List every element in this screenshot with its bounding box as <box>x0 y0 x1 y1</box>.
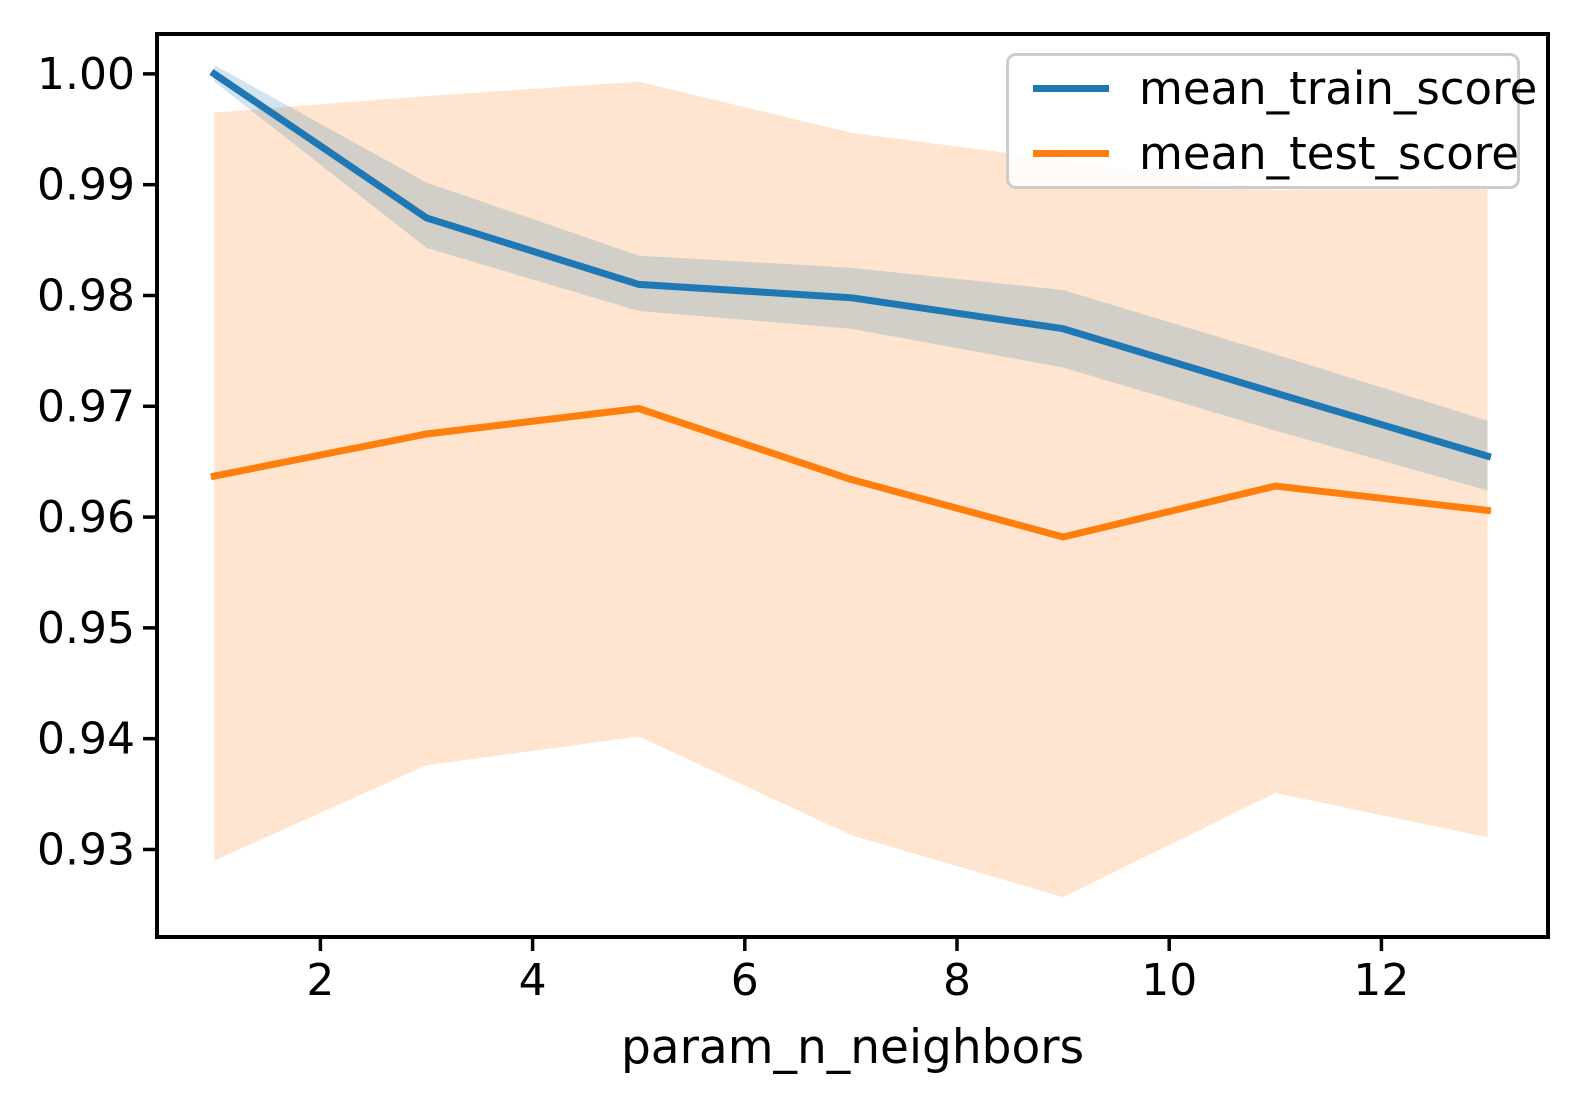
test-score-line <box>210 404 1492 541</box>
train-score-line <box>209 69 1492 461</box>
plot-area <box>209 65 1492 898</box>
train-line-swatch <box>1033 85 1109 92</box>
x-tick-label: 2 <box>306 955 334 1006</box>
legend-entry-test: mean_test_score <box>1033 127 1519 180</box>
train-std-band <box>214 65 1488 491</box>
legend-entry-train: mean_train_score <box>1033 62 1537 115</box>
y-tick-label: 1.00 <box>37 49 135 100</box>
x-tick-label: 8 <box>943 955 971 1006</box>
y-tick-label: 0.97 <box>37 381 135 432</box>
y-tick-label: 0.96 <box>37 492 135 543</box>
legend-label-train: mean_train_score <box>1139 62 1538 115</box>
x-tick-label: 4 <box>519 955 547 1006</box>
test-line-swatch <box>1033 150 1109 157</box>
y-tick-label: 0.98 <box>37 270 135 321</box>
x-tick-label: 10 <box>1141 955 1197 1006</box>
legend-label-test: mean_test_score <box>1139 127 1519 180</box>
y-tick-label: 0.93 <box>37 824 135 875</box>
y-tick-label: 0.95 <box>37 603 135 654</box>
x-tick-label: 6 <box>731 955 759 1006</box>
y-tick-label: 0.99 <box>37 160 135 211</box>
axes-frame <box>155 32 1550 939</box>
x-tick-label: 12 <box>1353 955 1409 1006</box>
y-tick-label: 0.94 <box>37 714 135 765</box>
x-axis-label: param_n_neighbors <box>620 1020 1085 1075</box>
test-std-band <box>214 81 1488 898</box>
legend: mean_train_score mean_test_score <box>1006 53 1537 189</box>
